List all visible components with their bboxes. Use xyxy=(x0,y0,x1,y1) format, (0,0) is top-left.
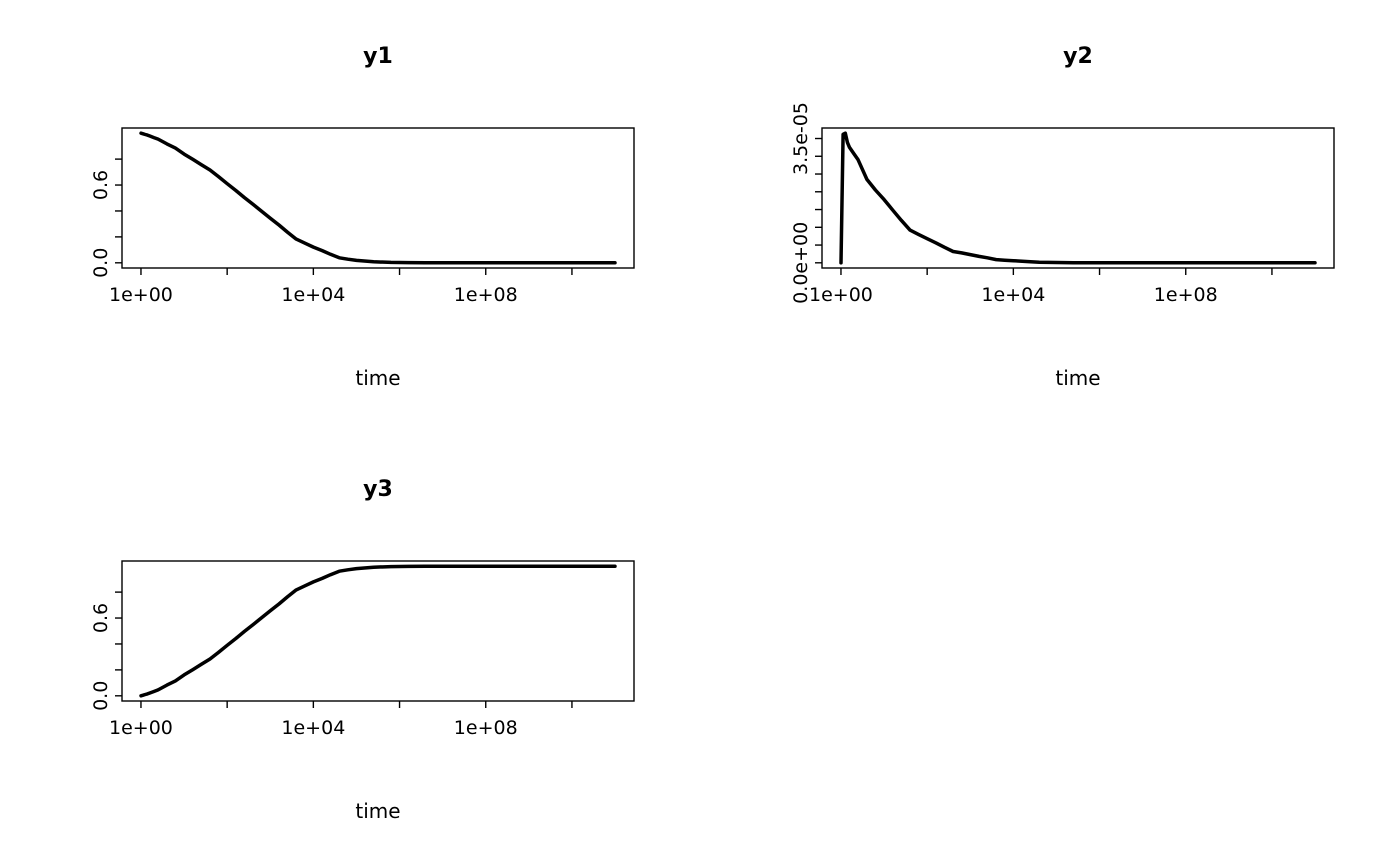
panel-y3: y3 1e+00 1e+04 1e+08 0.0 0.6 time xyxy=(0,433,700,866)
plot-svg-y1: 1e+00 1e+04 1e+08 0.0 0.6 xyxy=(90,127,635,306)
panel-y2: y2 1e+00 1e+04 1e+08 0.0e+00 3.5e-05 time xyxy=(700,0,1400,433)
plot-box xyxy=(821,127,1335,269)
plot-svg-y3: 1e+00 1e+04 1e+08 0.0 0.6 xyxy=(90,560,635,739)
y-tick-label: 0.6 xyxy=(90,603,112,633)
series-line xyxy=(139,564,617,698)
series-line xyxy=(139,131,617,265)
x-tick-label: 1e+00 xyxy=(109,717,173,739)
x-tick-label: 1e+08 xyxy=(454,284,518,306)
x-axis-label-y1: time xyxy=(355,366,401,390)
x-tick-label: 1e+04 xyxy=(981,284,1045,306)
x-axis-label-y3: time xyxy=(355,799,401,823)
plot-title-y2: y2 xyxy=(1063,44,1093,69)
y-tick-label: 0.0 xyxy=(90,248,112,278)
x-tick-label: 1e+08 xyxy=(1154,284,1218,306)
plot-box xyxy=(121,560,635,702)
x-axis-label-y2: time xyxy=(1055,366,1101,390)
x-tick-label: 1e+00 xyxy=(109,284,173,306)
plot-title-y1: y1 xyxy=(363,44,393,69)
y-tick-label: 3.5e-05 xyxy=(790,102,812,175)
empty-cell xyxy=(700,433,1400,866)
x-tick-label: 1e+08 xyxy=(454,717,518,739)
y-tick-label: 0.6 xyxy=(90,170,112,200)
series-line xyxy=(839,131,1317,265)
plot-box xyxy=(121,127,635,269)
x-tick-label: 1e+04 xyxy=(281,717,345,739)
panel-y1: y1 1e+00 1e+04 1e+08 0.0 0.6 time xyxy=(0,0,700,433)
y-tick-label: 0.0e+00 xyxy=(790,222,812,304)
x-tick-label: 1e+00 xyxy=(809,284,873,306)
plot-svg-y2: 1e+00 1e+04 1e+08 0.0e+00 3.5e-05 xyxy=(790,102,1335,306)
x-tick-label: 1e+04 xyxy=(281,284,345,306)
plot-title-y3: y3 xyxy=(363,477,393,502)
y-tick-label: 0.0 xyxy=(90,681,112,711)
